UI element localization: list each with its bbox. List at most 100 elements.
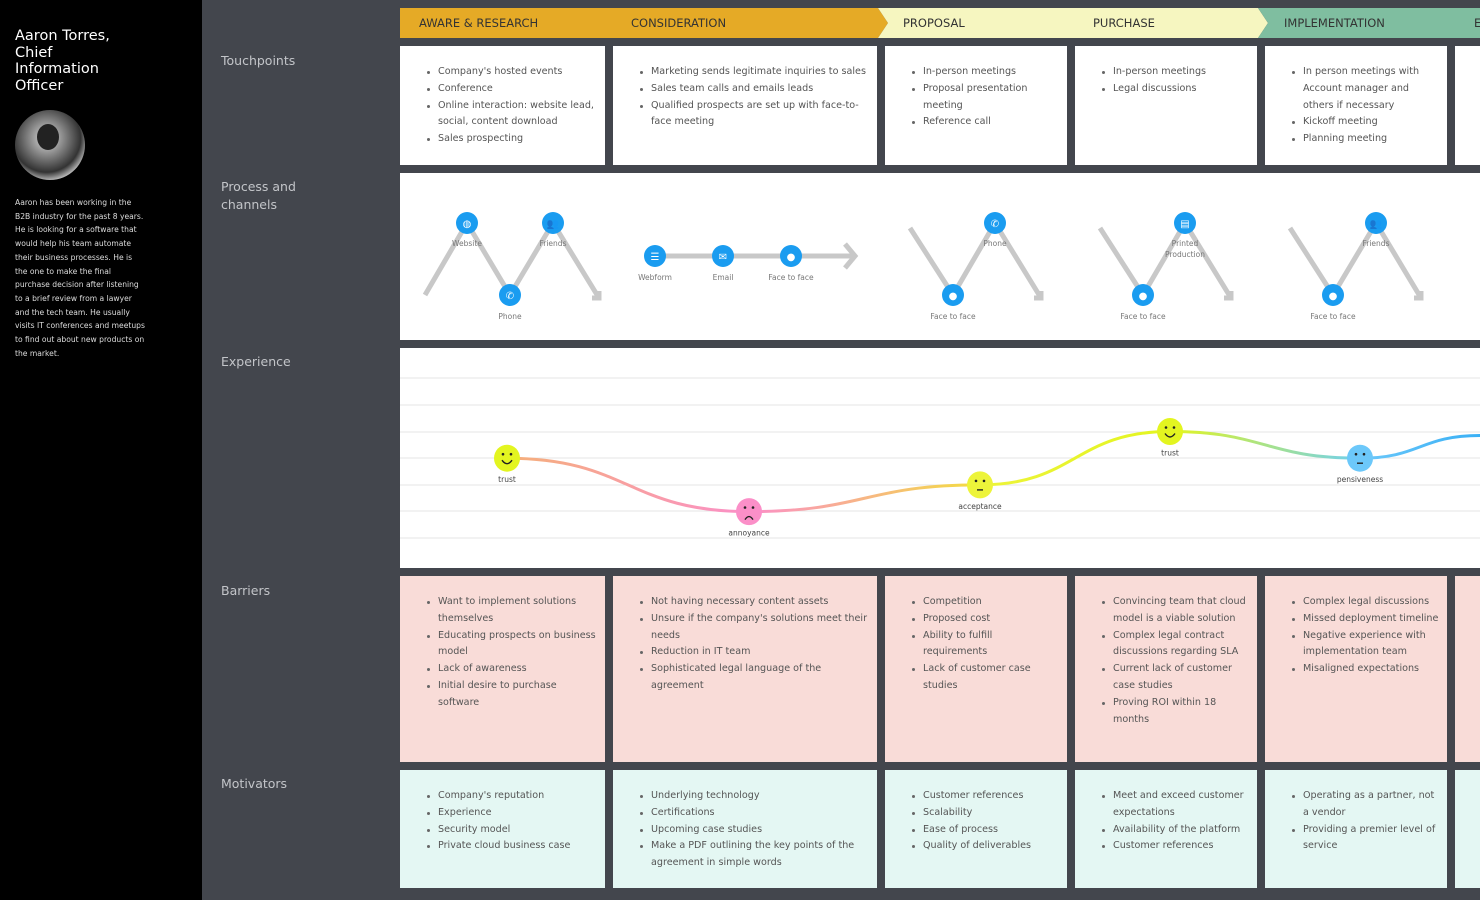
channel-label: Webform	[638, 273, 672, 282]
eye	[1354, 452, 1358, 456]
motivators-list: Operating as a partner, not a vendor Prov…	[1265, 770, 1447, 855]
emotion-point-trust: trust	[1157, 418, 1183, 458]
eye	[509, 452, 513, 456]
barriers-list: Want to implement solutions themselves Ed…	[400, 576, 605, 712]
motivators-card	[1455, 770, 1480, 888]
list-item: Initial desire to purchase software	[427, 678, 597, 712]
motivators-card: Operating as a partner, not a vendor Prov…	[1265, 770, 1447, 888]
channel-printed: ▤ Printed Production	[1165, 212, 1205, 259]
list-item: Certifications	[640, 805, 869, 822]
list-item: Operating as a partner, not a vendor	[1292, 788, 1439, 822]
touchpoints-card	[1455, 46, 1480, 165]
phone-icon	[499, 284, 521, 306]
barriers-list: Convincing team that cloud model is a vi…	[1075, 576, 1257, 728]
channel-face4: ● Face to face	[1310, 284, 1356, 321]
persona-panel: Aaron Torres, Chief Information Officer …	[0, 0, 202, 900]
list-item: Security model	[427, 822, 597, 839]
stage-aware-research[interactable]: AWARE & RESEARCH	[419, 16, 539, 30]
happy-face-icon	[494, 444, 520, 472]
email-icon-glyph: ✉	[719, 252, 727, 263]
list-item: Misaligned expectations	[1292, 661, 1439, 678]
stage-consideration[interactable]: CONSIDERATION	[631, 16, 727, 30]
touchpoints-card: Company's hosted events Conference Online …	[400, 46, 605, 165]
emotion-curve-segment	[506, 456, 750, 514]
persona-bio: Aaron has been working in the B2B indust…	[15, 198, 145, 358]
eye	[1172, 426, 1176, 429]
mouth	[501, 459, 513, 465]
row-label-touchpoints: Touchpoints	[221, 53, 296, 68]
mouth	[744, 515, 754, 521]
stage-next[interactable]: E	[1474, 16, 1480, 30]
list-item: Providing a premier level of service	[1292, 822, 1439, 856]
row-label-barriers: Barriers	[221, 583, 271, 598]
document-icon	[1174, 212, 1196, 234]
list-item: Meet and exceed customer expectations	[1102, 788, 1249, 822]
list-item: Marketing sends legitimate inquiries to …	[640, 64, 869, 81]
channel-webform: ☰ Webform	[638, 245, 672, 282]
list-item: Customer references	[1102, 838, 1249, 855]
stage-band-implementation	[1258, 8, 1480, 38]
stage-proposal[interactable]: PROPOSAL	[903, 16, 965, 30]
phone-icon-glyph: ✆	[991, 219, 999, 230]
list-item: Ability to fulfill requirements	[912, 628, 1059, 662]
barriers-list: Not having necessary content assets Unsur…	[613, 576, 877, 695]
list-item: Kickoff meeting	[1292, 114, 1439, 131]
arrow-head	[1414, 291, 1424, 301]
touchpoints-list: In person meetings with Account manager …	[1265, 46, 1447, 148]
list-item: Not having necessary content assets	[640, 594, 869, 611]
email-icon	[712, 245, 734, 267]
person-icon-glyph: ●	[949, 291, 958, 302]
row-label-process: Process and channels	[221, 179, 296, 212]
process-channels-panel: ◍ Website ✆ Phone 👥 Friends ☰ Webform ✉ Email ● Fac…	[400, 173, 1480, 340]
friends-icon	[542, 212, 564, 234]
touchpoints-card: Marketing sends legitimate inquiries to …	[613, 46, 877, 165]
list-item: In-person meetings	[912, 64, 1059, 81]
motivators-list: Meet and exceed customer expectations Ava…	[1075, 770, 1257, 855]
channel-friends2: 👥 Friends	[1363, 212, 1390, 248]
path-line	[907, 218, 1044, 300]
path-line	[1287, 218, 1424, 300]
list-item: In person meetings with Account manager …	[1292, 64, 1439, 114]
avatar	[15, 110, 85, 180]
touchpoints-card: In person meetings with Account manager …	[1265, 46, 1447, 165]
person-icon-glyph: ●	[787, 252, 796, 263]
touchpoints-list	[1455, 46, 1480, 64]
motivators-list: Company's reputation Experience Security m…	[400, 770, 605, 855]
arrow-head	[1224, 291, 1234, 301]
list-item: Legal discussions	[1102, 81, 1249, 98]
stage-band-proposal-purchase	[878, 8, 1268, 38]
friends-icon	[1365, 212, 1387, 234]
emotion-point-acceptance: acceptance	[958, 471, 1002, 511]
list-item: Proposed cost	[912, 611, 1059, 628]
emotion-point-pensiveness: pensiveness	[1337, 444, 1383, 484]
motivators-list: Underlying technology Certifications Upcom…	[613, 770, 877, 872]
channel-label: Face to face	[930, 312, 976, 321]
list-item: Reference call	[912, 114, 1059, 131]
barriers-list: Complex legal discussions Missed deployme…	[1265, 576, 1447, 678]
person-icon	[942, 284, 964, 306]
mouth	[1164, 433, 1176, 438]
list-item: Planning meeting	[1292, 131, 1439, 148]
channel-label: Face to face	[1120, 312, 1166, 321]
row-label-motivators: Motivators	[221, 776, 288, 791]
list-item: Experience	[427, 805, 597, 822]
list-item: Private cloud business case	[427, 838, 597, 855]
list-item: Lack of customer case studies	[912, 661, 1059, 695]
stage-implementation[interactable]: IMPLEMENTATION	[1284, 16, 1385, 30]
list-item: Negative experience with implementation …	[1292, 628, 1439, 662]
stage-purchase[interactable]: PURCHASE	[1093, 16, 1155, 30]
emotion-curve-segment	[1359, 434, 1480, 460]
webform-icon-glyph: ☰	[651, 252, 660, 263]
list-item: Proving ROI within 18 months	[1102, 695, 1249, 729]
touchpoints-list: Company's hosted events Conference Online …	[400, 46, 605, 148]
list-item: Reduction in IT team	[640, 644, 869, 661]
phone-icon	[984, 212, 1006, 234]
list-item: Convincing team that cloud model is a vi…	[1102, 594, 1249, 628]
webform-icon	[644, 245, 666, 267]
eye	[501, 452, 505, 456]
neutral-face-icon	[1347, 444, 1373, 472]
channel-website: ◍ Website	[452, 212, 482, 248]
channel-label: Production	[1165, 250, 1205, 259]
eye	[1362, 452, 1366, 456]
document-icon-glyph: ▤	[1180, 219, 1189, 230]
